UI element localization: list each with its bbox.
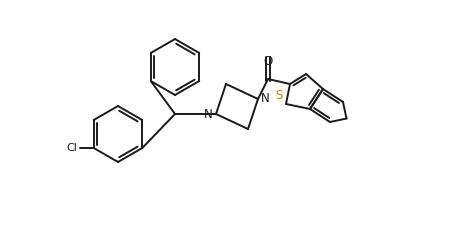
Text: Cl: Cl <box>66 143 77 153</box>
Text: N: N <box>204 108 213 120</box>
Text: N: N <box>261 92 270 106</box>
Text: O: O <box>263 55 272 68</box>
Text: S: S <box>276 89 283 102</box>
